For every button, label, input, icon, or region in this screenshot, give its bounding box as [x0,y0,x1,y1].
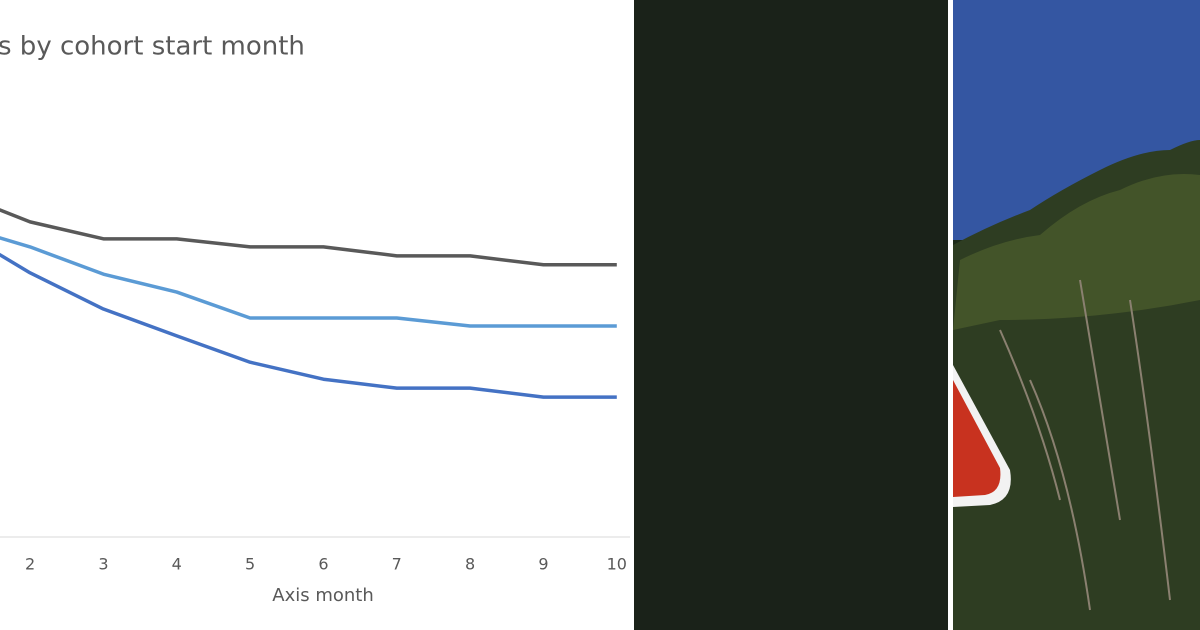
photo [953,0,1200,630]
chart-title: s by cohort start month [0,32,305,62]
x-tick-label: 9 [538,555,548,574]
x-tick-label: 10 [607,555,627,574]
x-tick-label: 5 [245,555,255,574]
dark-panel [634,0,948,630]
x-tick-label: 2 [25,555,35,574]
x-tick-label: 6 [318,555,328,574]
x-tick-label: 8 [465,555,475,574]
x-axis-label: Axis month [272,585,374,606]
x-tick-label: 7 [392,555,402,574]
series-line [0,236,617,328]
series-line [0,252,617,399]
plot-area [0,208,617,399]
x-tick-label: 4 [172,555,182,574]
series-line [0,208,617,267]
x-tick-label: 3 [98,555,108,574]
